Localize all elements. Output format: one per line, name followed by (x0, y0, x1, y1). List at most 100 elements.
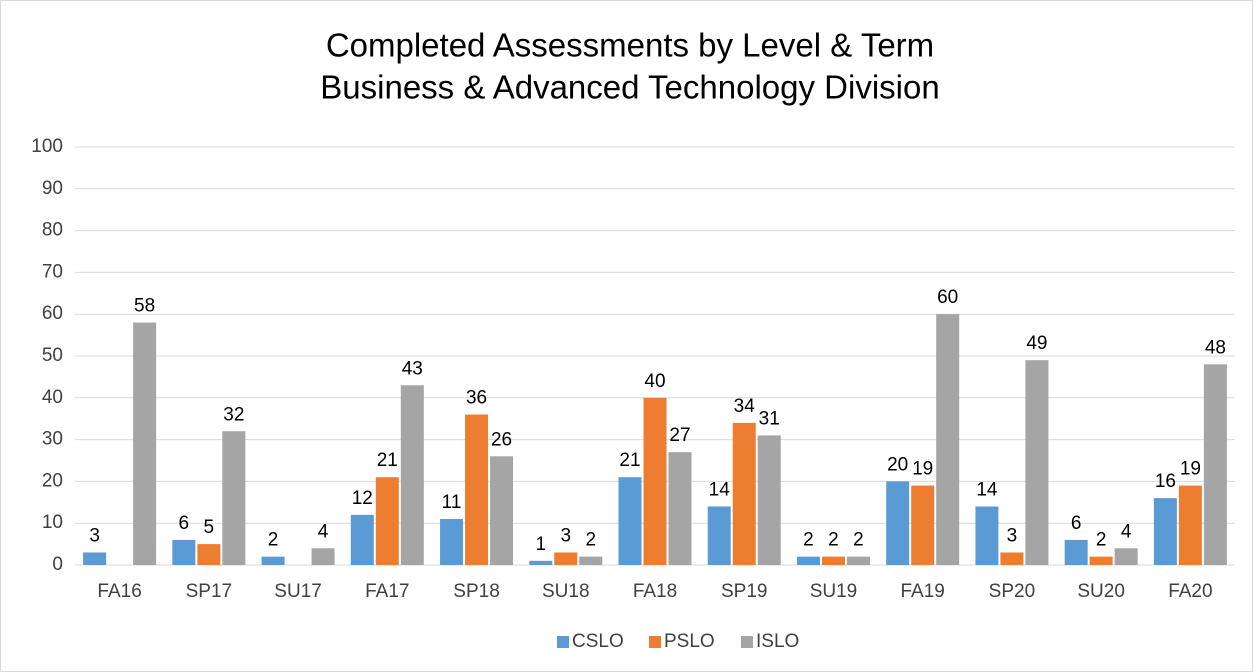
bar (222, 431, 246, 565)
legend-label: ISLO (756, 631, 799, 652)
data-label: 36 (466, 388, 487, 409)
data-label: 2 (1096, 530, 1107, 551)
bar (796, 556, 820, 565)
bar (1203, 364, 1227, 565)
data-label: 4 (1121, 521, 1132, 542)
y-tick-label: 70 (42, 261, 63, 282)
bar (936, 314, 960, 565)
chart-subtitle: Business & Advanced Technology Division (320, 69, 939, 106)
x-tick-label: SP18 (453, 581, 499, 602)
data-label: 2 (828, 530, 839, 551)
data-label: 31 (759, 408, 780, 429)
bar (375, 477, 399, 565)
x-tick-label: SP17 (186, 581, 232, 602)
x-tick-label: FA20 (1168, 581, 1212, 602)
x-tick-label: SU18 (542, 581, 590, 602)
data-label: 49 (1026, 333, 1047, 354)
bar (1064, 539, 1088, 565)
bar (975, 506, 999, 565)
bar (911, 485, 935, 565)
data-label: 21 (377, 450, 398, 471)
y-tick-label: 10 (42, 512, 63, 533)
data-label: 6 (1071, 513, 1082, 534)
data-label: 11 (442, 492, 462, 513)
data-label: 2 (268, 530, 279, 551)
data-label: 43 (402, 358, 423, 379)
y-tick-label: 60 (42, 303, 63, 324)
x-tick-label: FA17 (365, 581, 409, 602)
x-tick-label: SU17 (274, 581, 322, 602)
bar (1000, 552, 1024, 565)
data-label: 26 (491, 429, 512, 450)
legend-swatch (649, 636, 661, 648)
data-label: 48 (1205, 337, 1226, 358)
x-tick-label: SU19 (810, 581, 858, 602)
data-label: 19 (1180, 459, 1201, 480)
data-label: 3 (560, 525, 571, 546)
data-label: 3 (89, 525, 100, 546)
data-label: 16 (1155, 471, 1176, 492)
data-label: 40 (644, 371, 665, 392)
data-label: 2 (803, 530, 814, 551)
bar (1025, 360, 1049, 565)
bar (261, 556, 285, 565)
x-tick-label: FA19 (901, 581, 945, 602)
y-tick-label: 0 (52, 554, 63, 575)
data-label: 2 (585, 530, 596, 551)
data-label: 4 (318, 521, 329, 542)
bar (821, 556, 845, 565)
y-tick-label: 40 (42, 387, 63, 408)
data-label: 6 (179, 513, 190, 534)
legend-label: PSLO (664, 631, 715, 652)
bar (440, 519, 464, 565)
x-tick-label: FA18 (633, 581, 677, 602)
chart-title: Completed Assessments by Level & Term (326, 27, 934, 64)
data-label: 60 (937, 287, 958, 308)
x-tick-label: SP19 (721, 581, 767, 602)
bar (529, 560, 553, 565)
bar (197, 544, 221, 565)
bar (846, 556, 870, 565)
bar (886, 481, 910, 565)
bar (490, 456, 514, 565)
data-label: 27 (669, 425, 690, 446)
bar (1089, 556, 1113, 565)
data-label: 2 (853, 530, 864, 551)
bar (1153, 498, 1177, 565)
data-label: 58 (134, 296, 155, 317)
data-label: 34 (734, 396, 756, 417)
y-tick-label: 30 (42, 429, 63, 450)
bar (643, 397, 667, 565)
legend-label: CSLO (572, 631, 624, 652)
data-label: 21 (619, 450, 640, 471)
data-label: 3 (1007, 525, 1018, 546)
data-label: 19 (912, 459, 933, 480)
data-label: 14 (976, 479, 998, 500)
y-tick-label: 20 (42, 470, 63, 491)
y-tick-label: 100 (31, 136, 63, 157)
bar (579, 556, 603, 565)
x-tick-label: SU20 (1077, 581, 1125, 602)
bar (1114, 548, 1138, 565)
bar (465, 414, 489, 565)
bar (400, 385, 424, 565)
bar (350, 514, 374, 565)
bar (1178, 485, 1202, 565)
data-label: 32 (223, 404, 244, 425)
bar (732, 422, 756, 565)
bar (83, 552, 107, 565)
y-tick-label: 50 (42, 345, 63, 366)
x-tick-label: FA16 (97, 581, 141, 602)
data-label: 20 (887, 454, 908, 475)
legend-swatch (557, 636, 569, 648)
bar (554, 552, 578, 565)
data-label: 14 (709, 479, 731, 500)
y-tick-label: 90 (42, 178, 63, 199)
bar (668, 452, 692, 565)
bar (311, 548, 335, 565)
bar (133, 322, 157, 565)
y-tick-label: 80 (42, 220, 63, 241)
bar (707, 506, 731, 565)
data-label: 5 (204, 517, 215, 538)
